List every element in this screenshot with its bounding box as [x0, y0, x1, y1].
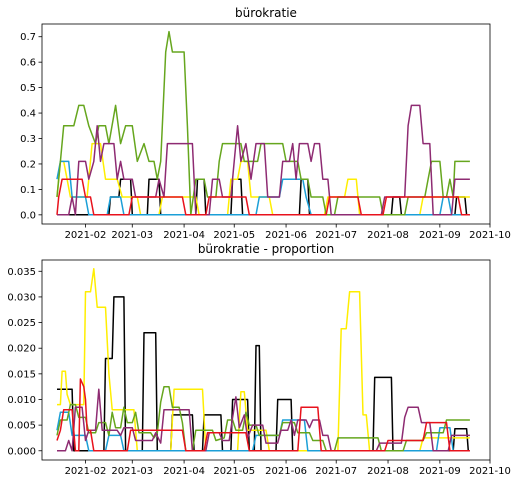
chart-burokratie-proportion: bürokratie - proportion 2021-02 2021-03 20… — [7, 242, 511, 477]
series-line-1 — [57, 267, 470, 452]
y-tick-label: 0.1 — [20, 185, 36, 196]
x-tick-label: 2021-10 — [469, 230, 511, 241]
series-line-4 — [57, 104, 470, 216]
y-tick-label: 0.035 — [7, 267, 36, 278]
x-tick-label: 2021-09 — [419, 230, 461, 241]
series-line-2 — [56, 160, 470, 216]
x-tick-label: 2021-06 — [265, 230, 307, 241]
x-tick-label: 2021-07 — [315, 466, 357, 477]
y-tick-label: 0.000 — [7, 446, 36, 457]
y-tick-label: 0.030 — [7, 292, 36, 303]
x-tick-label: 2021-06 — [265, 466, 307, 477]
y-tick-label: 0.3 — [20, 134, 36, 145]
y-tick-label: 0.7 — [20, 32, 36, 43]
chart-title: bürokratie - proportion — [198, 242, 334, 256]
x-tick-label: 2021-05 — [213, 230, 255, 241]
y-tick-label: 0.5 — [20, 83, 36, 94]
x-tick-label: 2021-09 — [419, 466, 461, 477]
series-line-4 — [57, 388, 470, 452]
y-tick-label: 0.025 — [7, 318, 36, 329]
x-tick-label: 2021-07 — [315, 230, 357, 241]
y-tick-label: 0.0 — [20, 210, 36, 221]
x-tick-label: 2021-08 — [367, 230, 409, 241]
x-tick-label: 2021-02 — [65, 230, 107, 241]
y-tick-label: 0.2 — [20, 159, 36, 170]
x-tick-label: 2021-05 — [213, 466, 255, 477]
x-tick-label: 2021-03 — [111, 466, 153, 477]
y-tick-label: 0.005 — [7, 421, 36, 432]
x-tick-label: 2021-04 — [163, 466, 205, 477]
plot-frame — [41, 259, 491, 461]
x-tick-label: 2021-03 — [111, 230, 153, 241]
y-tick-label: 0.010 — [7, 395, 36, 406]
axis-ticks: 2021-02 2021-03 2021-04 2021-05 2021-06 2021-… — [20, 32, 511, 241]
series-line-5 — [56, 178, 470, 216]
line-series-group — [56, 30, 470, 216]
chart-title: bürokratie — [235, 6, 297, 20]
line-series-group — [56, 267, 470, 452]
x-tick-label: 2021-08 — [367, 466, 409, 477]
x-tick-label: 2021-10 — [469, 466, 511, 477]
y-tick-label: 0.015 — [7, 369, 36, 380]
y-tick-label: 0.020 — [7, 344, 36, 355]
axis-ticks: 2021-02 2021-03 2021-04 2021-05 2021-06 2021-… — [7, 267, 511, 477]
plot-frame — [41, 23, 491, 225]
chart-burokratie: bürokratie 2021-02 2021-03 2021-04 2021-05 2… — [20, 6, 511, 241]
x-tick-label: 2021-02 — [65, 466, 107, 477]
series-line-3 — [56, 385, 470, 452]
y-tick-label: 0.4 — [20, 109, 36, 120]
series-line-5 — [56, 378, 470, 452]
x-tick-label: 2021-04 — [163, 230, 205, 241]
series-line-1 — [56, 142, 470, 216]
y-tick-label: 0.6 — [20, 58, 36, 69]
